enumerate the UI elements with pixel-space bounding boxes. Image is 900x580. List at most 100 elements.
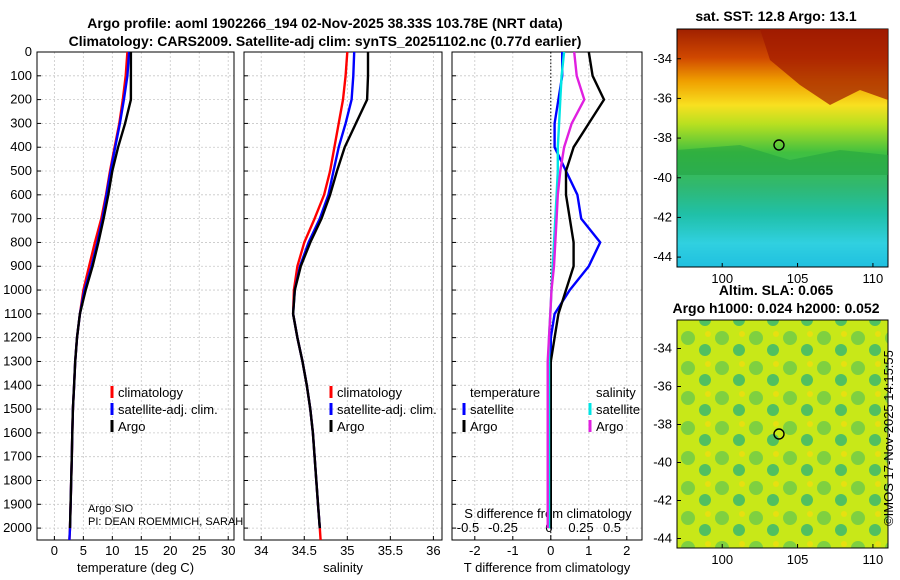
- legend-temperature-panel: climatology satellite-adj. clim. Argo: [110, 385, 218, 434]
- legend-label-satellite: satellite-adj. clim.: [118, 402, 218, 417]
- sst-warm-patch: [760, 29, 888, 105]
- sst-argo-marker: [773, 139, 785, 151]
- y-tick-label: 1800: [3, 472, 32, 487]
- sla-argo-marker: [773, 428, 785, 440]
- map-x-tick-label: 100: [711, 552, 733, 567]
- sla-map-title2: Argo h1000: 0.024 h2000: 0.052: [672, 300, 879, 316]
- legend-difference-panel: temperature satellite Argo salinity sate…: [462, 385, 640, 434]
- sla-map: 100 105 110 -34 -36 -38 -40 -42 -44: [653, 319, 889, 567]
- plot-frame: [36, 51, 235, 541]
- x-tick-label: -2: [469, 543, 481, 558]
- map-y-tick-label: -34: [653, 51, 672, 66]
- y-tick-label: 300: [10, 115, 32, 130]
- legend-label-climatology: climatology: [118, 385, 184, 400]
- map-y-tick-label: -40: [653, 170, 672, 185]
- x-tick-label: 34: [254, 543, 268, 558]
- plot-frame: [451, 51, 643, 541]
- y-tick-label: 2000: [3, 520, 32, 535]
- map-y-tick-label: -40: [653, 455, 672, 470]
- x-top-tick-label: -0.5: [457, 520, 479, 535]
- map-y-tick-label: -34: [653, 341, 672, 356]
- map-y-tick-label: -42: [653, 493, 672, 508]
- sst-green-band: [677, 145, 888, 175]
- x-tick-label: 35.5: [378, 543, 403, 558]
- map-x-tick-label: 110: [863, 552, 884, 567]
- map-x-tick-label: 100: [711, 271, 733, 286]
- y-tick-label: 500: [10, 163, 32, 178]
- credit-text: ©IMOS 17-Nov-2025 14:15:55: [881, 350, 896, 526]
- map-y-tick-label: -38: [653, 130, 672, 145]
- difference-panel: -2 -1 0 1 2-0.5 -0.25 0 0.25 0.5S difference fro…: [451, 51, 643, 575]
- y-tick-label: 1200: [3, 330, 32, 345]
- series-line-temperature-argo: [549, 51, 606, 529]
- temperature-panel: 0100200300400500600700800900100011001200…: [3, 44, 235, 575]
- series-line-satellite-adj-clim-: [68, 51, 131, 541]
- x-top-tick-label: 0.5: [603, 520, 621, 535]
- sla-map-field: [676, 319, 889, 549]
- x-tick-label: 36: [426, 543, 440, 558]
- map-y-tick-label: -36: [653, 379, 672, 394]
- x-tick-label: 1: [585, 543, 592, 558]
- x-tick-label: 0: [51, 543, 58, 558]
- map-x-tick-label: 105: [787, 271, 809, 286]
- x-tick-label: 30: [221, 543, 235, 558]
- x-tick-label: -1: [507, 543, 519, 558]
- y-tick-label: 200: [10, 92, 32, 107]
- y-tick-label: 800: [10, 234, 32, 249]
- y-tick-label: 600: [10, 187, 32, 202]
- x-tick-label: 5: [80, 543, 87, 558]
- map-y-tick-label: -36: [653, 90, 672, 105]
- y-tick-label: 700: [10, 211, 32, 226]
- y-tick-label: 1900: [3, 496, 32, 511]
- info-line1: Argo SIO: [88, 503, 134, 515]
- map-x-tick-label: 110: [863, 271, 884, 286]
- legend-head-temperature: temperature: [470, 385, 540, 400]
- series-line-salinity-argo: [546, 51, 586, 529]
- y-tick-label: 400: [10, 139, 32, 154]
- sst-map-title: sat. SST: 12.8 Argo: 13.1: [695, 8, 857, 24]
- legend-label-argo: Argo: [118, 419, 145, 434]
- x-axis-label: temperature (deg C): [77, 560, 194, 575]
- x-top-tick-label: 0.25: [568, 520, 593, 535]
- x-top-tick-label: -0.25: [488, 520, 518, 535]
- y-tick-label: 1600: [3, 425, 32, 440]
- x-axis-label: salinity: [323, 560, 363, 575]
- x-tick-label: 34.5: [292, 543, 317, 558]
- series-line-argo: [291, 52, 370, 529]
- series-line-climatology: [291, 51, 349, 541]
- y-tick-label: 1700: [3, 449, 32, 464]
- series-line-argo: [68, 52, 133, 529]
- x-axis-label: T difference from climatology: [464, 560, 631, 575]
- x-tick-label: 20: [163, 543, 177, 558]
- legend-label-t-argo: Argo: [470, 419, 497, 434]
- salinity-panel: 34 34.5 35 35.5 36 salinity: [243, 51, 443, 575]
- x-tick-label: 15: [134, 543, 148, 558]
- x-tick-label: 25: [192, 543, 206, 558]
- plot-frame: [243, 51, 443, 541]
- legend-label-satellite-2: satellite-adj. clim.: [337, 402, 437, 417]
- legend-label-climatology-2: climatology: [337, 385, 403, 400]
- map-y-tick-label: -44: [653, 531, 672, 546]
- header-line1: Argo profile: aoml 1902266_194 02-Nov-20…: [87, 15, 562, 31]
- y-tick-label: 100: [10, 68, 32, 83]
- x-tick-label: 0: [547, 543, 554, 558]
- legend-label-s-argo: Argo: [596, 419, 623, 434]
- map-y-tick-label: -38: [653, 417, 672, 432]
- y-tick-label: 1300: [3, 353, 32, 368]
- map-y-tick-label: -44: [653, 249, 672, 264]
- info-line2: PI: DEAN ROEMMICH, SARAH: [88, 516, 243, 528]
- y-tick-label: 1400: [3, 377, 32, 392]
- header-line2: Climatology: CARS2009. Satellite-adj cli…: [69, 33, 582, 49]
- y-tick-label: 0: [25, 44, 32, 59]
- map-x-tick-label: 105: [787, 552, 809, 567]
- legend-head-salinity: salinity: [596, 385, 636, 400]
- legend-label-s-satellite: satellite: [596, 402, 640, 417]
- y-tick-label: 1000: [3, 282, 32, 297]
- sla-map-title1: Altim. SLA: 0.065: [719, 282, 834, 298]
- legend-label-t-satellite: satellite: [470, 402, 514, 417]
- y-tick-label: 1500: [3, 401, 32, 416]
- sst-map: 100 105 110 -34 -36 -38 -40 -42 -44: [653, 28, 889, 286]
- legend-salinity-panel: climatology satellite-adj. clim. Argo: [329, 385, 437, 434]
- x-tick-label: 2: [623, 543, 630, 558]
